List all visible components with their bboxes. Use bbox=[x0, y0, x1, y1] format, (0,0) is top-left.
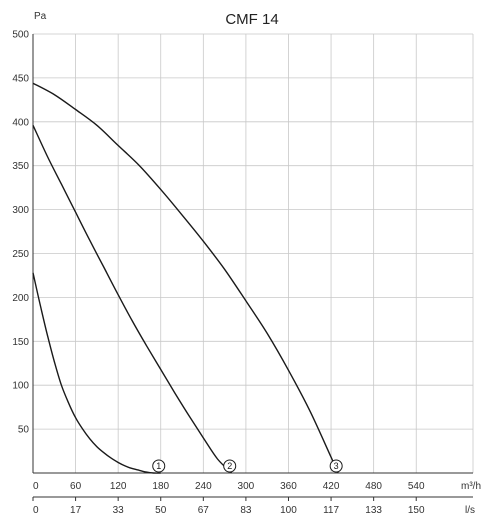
y-tick-label: 350 bbox=[12, 161, 29, 172]
x-tick-label-secondary: 100 bbox=[280, 505, 297, 516]
x-tick-label-secondary: 50 bbox=[155, 505, 167, 516]
fan-curve-1 bbox=[32, 272, 161, 474]
x-tick-label-secondary: 67 bbox=[198, 505, 210, 516]
x-tick-label-primary: 180 bbox=[152, 481, 169, 492]
y-tick-label: 500 bbox=[12, 30, 29, 41]
x-tick-label-primary: 360 bbox=[280, 481, 297, 492]
x-tick-label-primary: 120 bbox=[110, 481, 127, 492]
y-tick-label: 150 bbox=[12, 337, 29, 348]
y-tick-label: 200 bbox=[12, 293, 29, 304]
x-tick-label-primary: 420 bbox=[323, 481, 340, 492]
curve-label-circle bbox=[223, 459, 237, 473]
curve-label-2: 2 bbox=[223, 459, 237, 473]
curve-label-circle bbox=[329, 459, 343, 473]
y-tick-label: 100 bbox=[12, 381, 29, 392]
y-axis-label: Pa bbox=[34, 11, 47, 22]
x-axis-label-secondary: l/s bbox=[465, 505, 475, 516]
x-tick-label-primary: 540 bbox=[408, 481, 425, 492]
grid bbox=[33, 33, 474, 473]
x-tick-label-secondary: 150 bbox=[408, 505, 425, 516]
y-tick-label: 400 bbox=[12, 117, 29, 128]
x-tick-label-primary: 60 bbox=[70, 481, 82, 492]
fan-curve-2 bbox=[32, 125, 233, 474]
chart-title: CMF 14 bbox=[225, 11, 278, 28]
x-tick-label-secondary: 117 bbox=[323, 505, 339, 516]
curve-label-3: 3 bbox=[329, 459, 343, 473]
fan-curve-3 bbox=[32, 82, 339, 474]
x-tick-label-primary: 300 bbox=[238, 481, 255, 492]
y-tick-label: 300 bbox=[12, 205, 29, 216]
x-tick-label-secondary: 133 bbox=[365, 505, 382, 516]
x-tick-label-primary: 0 bbox=[33, 481, 39, 492]
y-tick-label: 250 bbox=[12, 249, 29, 260]
y-tick-label: 450 bbox=[12, 73, 29, 84]
curve-label-number: 3 bbox=[334, 461, 339, 471]
x-tick-label-secondary: 33 bbox=[113, 505, 125, 516]
x-tick-label-primary: 240 bbox=[195, 481, 212, 492]
x-tick-label-primary: 480 bbox=[365, 481, 382, 492]
x-tick-label-secondary: 0 bbox=[33, 505, 39, 516]
y-tick-label: 50 bbox=[18, 425, 30, 436]
x-axis-label-primary: m³/h bbox=[461, 481, 481, 492]
curve-label-circle bbox=[152, 459, 166, 473]
axes bbox=[32, 34, 473, 501]
x-tick-label-secondary: 17 bbox=[70, 505, 82, 516]
curve-label-1: 1 bbox=[152, 459, 166, 473]
curve-label-number: 2 bbox=[227, 461, 232, 471]
curve-label-number: 1 bbox=[156, 461, 161, 471]
curve-markers: 1 2 3 bbox=[152, 459, 343, 473]
curves bbox=[32, 82, 339, 474]
x-tick-label-secondary: 83 bbox=[240, 505, 252, 516]
